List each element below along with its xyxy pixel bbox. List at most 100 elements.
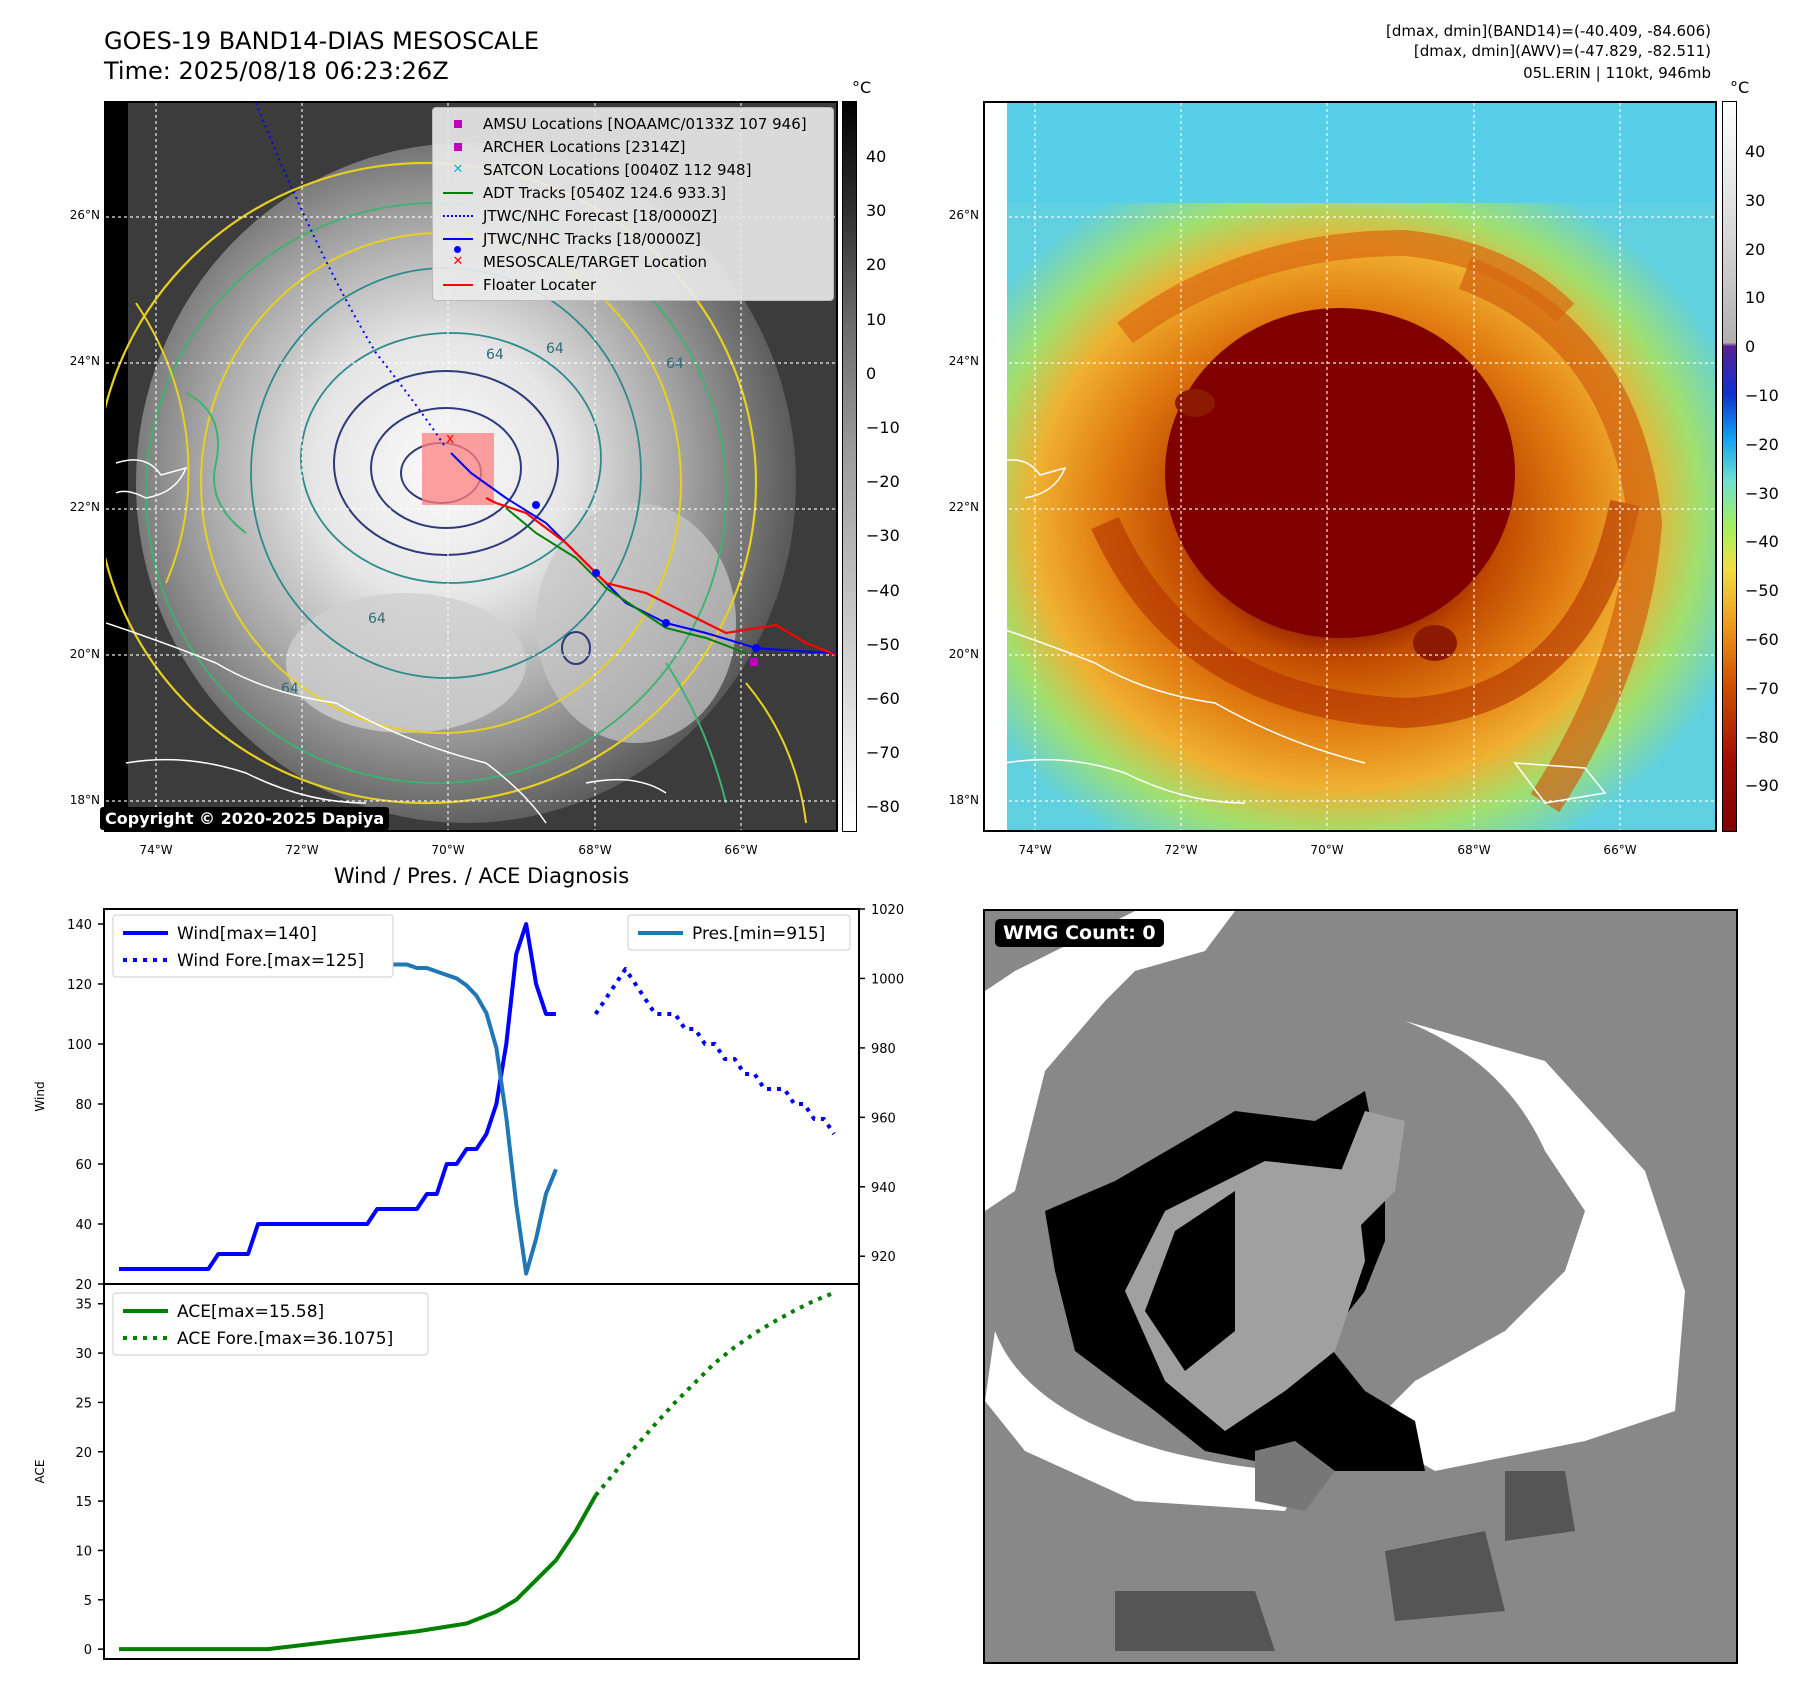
color-map-lat-label: 22°N xyxy=(948,500,979,514)
color-map-lon-label: 70°W xyxy=(1310,843,1344,857)
ir-map-lat-label: 18°N xyxy=(69,793,100,807)
color-map-lat-label: 20°N xyxy=(948,647,979,661)
color-map-lat-label: 18°N xyxy=(948,793,979,807)
color-ir-map-panel xyxy=(983,101,1717,832)
figure-title-line2: Time: 2025/08/18 06:23:26Z xyxy=(104,57,449,85)
chart-legend xyxy=(627,914,851,951)
legend-item-jtwc-tracks: JTWC/NHC Tracks [18/0000Z] xyxy=(441,227,825,253)
color-colorbar-tick-label: −80 xyxy=(1745,727,1779,747)
gray-colorbar-tick-label: −80 xyxy=(866,797,900,817)
y-tick-label: 10 xyxy=(75,1544,92,1559)
ir-map-lon-label: 66°W xyxy=(724,843,758,857)
y-tick-label: 5 xyxy=(84,1594,92,1609)
color-map-lon-label: 66°W xyxy=(1603,843,1637,857)
line-icon xyxy=(441,191,475,194)
ir-map-lat-label: 26°N xyxy=(69,208,100,222)
color-colorbar-tick-label: 30 xyxy=(1745,190,1766,210)
legend-label: ACE[max=15.58] xyxy=(177,1302,324,1322)
figure-title-line1: GOES-19 BAND14-DIAS MESOSCALE xyxy=(104,27,540,55)
y-tick-label: 100 xyxy=(67,1038,92,1053)
info-line1: [dmax, dmin](BAND14)=(-40.409, -84.606) xyxy=(1386,22,1711,40)
ir-map-lat-label: 20°N xyxy=(69,647,100,661)
y-tick-label: 0 xyxy=(84,1643,92,1658)
gray-colorbar-tick-label: −60 xyxy=(866,689,900,708)
color-colorbar-tick-label: −30 xyxy=(1745,483,1779,503)
legend-item-amsu: AMSU Locations [NOAAMC/0133Z 107 946] xyxy=(441,112,825,135)
gray-colorbar-tick-label: 10 xyxy=(866,309,887,329)
color-colorbar-tick-label: 20 xyxy=(1745,239,1766,259)
y-tick-label: 15 xyxy=(75,1495,92,1510)
y-right-tick-label: 1020 xyxy=(871,903,904,918)
y-tick-label: 80 xyxy=(75,1098,92,1113)
ir-map-lon-label: 70°W xyxy=(431,843,465,857)
wmg-svg xyxy=(985,911,1736,1662)
gray-colorbar-tick-label: −40 xyxy=(866,580,900,600)
color-map-lat-label: 24°N xyxy=(948,354,979,368)
gray-colorbar-tick-label: 40 xyxy=(866,147,887,166)
color-colorbar-tick-label: 10 xyxy=(1745,288,1766,308)
color-colorbar-tick-label: −10 xyxy=(1745,386,1779,405)
chart-legend xyxy=(112,1292,429,1356)
ir-map-lon-label: 74°W xyxy=(139,843,173,857)
y-right-tick-label: 980 xyxy=(871,1042,896,1057)
contour-label: 64 xyxy=(368,611,386,627)
y-tick-label: 40 xyxy=(75,1218,92,1233)
x-marker-icon: ✕ xyxy=(452,162,464,177)
y-tick-label: 25 xyxy=(75,1396,92,1411)
color-colorbar-tick-label: −50 xyxy=(1745,581,1779,601)
gray-colorbar-unit: °C xyxy=(852,78,872,97)
legend-item-floater: Floater Locater xyxy=(441,273,825,296)
chart-frame xyxy=(103,1283,860,1660)
gray-colorbar xyxy=(842,101,857,832)
legend-item-adt: ADT Tracks [0540Z 124.6 933.3] xyxy=(441,181,825,204)
color-map-lon-label: 68°W xyxy=(1457,843,1491,857)
color-colorbar-tick-label: −90 xyxy=(1745,776,1779,796)
color-map-lon-label: 74°W xyxy=(1018,843,1052,857)
gray-colorbar-tick-label: −30 xyxy=(866,526,900,546)
dotted-line-icon xyxy=(441,214,475,217)
color-colorbar-tick-label: 40 xyxy=(1745,142,1766,161)
y-tick-label: 20 xyxy=(75,1446,92,1461)
map-legend: AMSU Locations [NOAAMC/0133Z 107 946] AR… xyxy=(432,107,834,301)
ir-map-lat-label: 22°N xyxy=(69,500,100,514)
chart-title: Wind / Pres. / ACE Diagnosis xyxy=(333,864,630,888)
color-map-lon-label: 72°W xyxy=(1164,843,1198,857)
color-colorbar-tick-label: 0 xyxy=(1745,337,1756,357)
line-icon xyxy=(441,283,475,286)
diagnosis-charts: 20406080100120140Wind9209409609801000102… xyxy=(33,903,904,1660)
color-colorbar-unit: °C xyxy=(1730,78,1750,97)
ir-map-lon-label: 68°W xyxy=(578,843,612,857)
y-right-tick-label: 960 xyxy=(871,1111,896,1126)
ir-map-lon-label: 72°W xyxy=(285,843,319,857)
color-colorbar-tick-label: −60 xyxy=(1745,630,1779,649)
y-right-tick-label: 920 xyxy=(871,1250,896,1265)
gray-colorbar-tick-label: −10 xyxy=(866,418,900,437)
y-tick-label: 60 xyxy=(75,1158,92,1173)
gray-colorbar-tick-label: 20 xyxy=(866,255,887,275)
y-right-tick-label: 1000 xyxy=(871,972,904,987)
gray-colorbar-tick-label: −20 xyxy=(866,472,900,492)
gray-colorbar-tick-label: −50 xyxy=(866,634,900,654)
series-line-0 xyxy=(119,1494,598,1652)
y-axis-label: ACE xyxy=(33,1460,47,1484)
contour-label: 64 xyxy=(666,356,684,372)
square-marker-icon xyxy=(441,119,475,128)
y-tick-label: 140 xyxy=(67,918,92,933)
wmg-count-badge: WMG Count: 0 xyxy=(995,919,1164,947)
info-line2: [dmax, dmin](AWV)=(-47.829, -82.511) xyxy=(1413,42,1711,60)
color-ir-map-svg xyxy=(985,103,1715,830)
legend-item-jtwc-forecast: JTWC/NHC Forecast [18/0000Z] xyxy=(441,204,825,227)
y-axis-label: Wind xyxy=(33,1081,47,1111)
legend-label: Wind Fore.[max=125] xyxy=(177,951,364,971)
line-dot-icon xyxy=(441,237,475,253)
legend-item-archer: ARCHER Locations [2314Z] xyxy=(441,135,825,158)
y-tick-label: 30 xyxy=(75,1347,92,1362)
legend-item-mesoscale: ✕ MESOSCALE/TARGET Location xyxy=(441,250,825,273)
series-line-0 xyxy=(119,922,556,1271)
copyright-badge: Copyright © 2020-2025 Dapiya xyxy=(100,807,390,830)
y-tick-label: 20 xyxy=(75,1278,92,1293)
color-colorbar-tick-label: −70 xyxy=(1745,678,1779,698)
y-right-tick-label: 940 xyxy=(871,1181,896,1196)
chart-legend xyxy=(112,914,394,978)
series-line-1 xyxy=(593,967,836,1136)
